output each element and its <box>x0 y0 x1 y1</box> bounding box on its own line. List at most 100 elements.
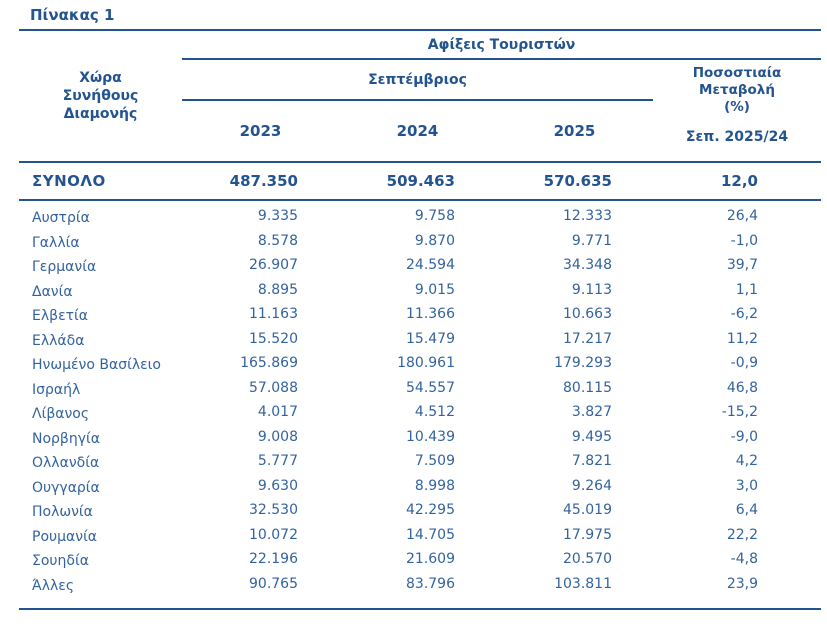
pct-value: 23,9 <box>726 575 758 592</box>
table-header-right: Αφίξεις Τουριστών Σεπτέμβριος 2023 2024 … <box>182 31 821 161</box>
value-2025: 3.827 <box>571 404 612 420</box>
total-value-2023: 487.350 <box>229 172 298 190</box>
pct-value: -9,0 <box>730 428 758 445</box>
pct-value: -0,9 <box>730 355 758 371</box>
tourist-arrivals-table: Χώρα Συνήθους Διαμονής Αφίξεις Τουριστών… <box>19 31 821 610</box>
value-2025: 9.113 <box>571 281 612 298</box>
country-name: Γερμανία <box>32 259 97 275</box>
country-name: Ελβετία <box>32 308 89 324</box>
country-name: Γαλλία <box>32 234 80 251</box>
table-row: Ελλάδα 15.520 15.479 17.217 11,2 <box>19 327 821 352</box>
pct-value: -6,2 <box>730 306 758 322</box>
value-2025: 9.771 <box>571 232 612 249</box>
table-row: Ελβετία 11.163 11.366 10.663 -6,2 <box>19 302 821 327</box>
table-title: Πίνακας 1 <box>30 6 115 24</box>
value-2024: 42.295 <box>406 502 455 518</box>
pct-value: 1,1 <box>735 281 758 298</box>
value-2025: 17.975 <box>563 526 612 543</box>
value-2024: 9.758 <box>414 208 455 224</box>
value-2024: 11.366 <box>406 306 455 322</box>
value-2025: 17.217 <box>563 330 612 347</box>
value-2025: 9.264 <box>571 477 612 494</box>
table-row: Σουηδία 22.196 21.609 20.570 -4,8 <box>19 547 821 572</box>
table-row: Δανία 8.895 9.015 9.113 1,1 <box>19 278 821 303</box>
pct-value: -4,8 <box>730 551 758 567</box>
pct-value: 3,0 <box>735 477 758 494</box>
country-name: Ουγγαρία <box>32 479 100 496</box>
value-2023: 5.777 <box>257 453 298 469</box>
country-name: Ρουμανία <box>32 528 98 545</box>
table-header: Χώρα Συνήθους Διαμονής Αφίξεις Τουριστών… <box>19 31 821 161</box>
table-body: Αυστρία 9.335 9.758 12.333 26,4 Γαλλία 8… <box>19 201 821 596</box>
value-2025: 45.019 <box>563 502 612 518</box>
value-2023: 32.530 <box>249 502 298 518</box>
total-row: ΣΥΝΟΛΟ 487.350 509.463 570.635 12,0 <box>19 161 821 201</box>
total-label: ΣΥΝΟΛΟ <box>32 172 106 190</box>
pct-value: 4,2 <box>735 453 758 469</box>
title-rule <box>19 29 821 31</box>
country-name: Ελλάδα <box>32 332 85 349</box>
value-2023: 26.907 <box>249 257 298 273</box>
column-header-2024: 2024 <box>396 122 439 140</box>
pct-value: 11,2 <box>726 330 758 347</box>
year-headers: 2023 2024 2025 <box>182 101 653 161</box>
value-2024: 180.961 <box>397 355 455 371</box>
column-header-2025: 2025 <box>553 122 596 140</box>
total-value-2025: 570.635 <box>543 172 612 190</box>
country-name: Δανία <box>32 283 73 300</box>
value-2025: 103.811 <box>554 575 612 592</box>
table-row: Ολλανδία 5.777 7.509 7.821 4,2 <box>19 449 821 474</box>
value-2025: 9.495 <box>571 428 612 445</box>
pct-value: 22,2 <box>726 526 758 543</box>
table-row: Ουγγαρία 9.630 8.998 9.264 3,0 <box>19 474 821 499</box>
value-2024: 9.870 <box>414 232 455 249</box>
table-row: Ισραήλ 57.088 54.557 80.115 46,8 <box>19 376 821 401</box>
total-value-2024: 509.463 <box>386 172 455 190</box>
month-block: Σεπτέμβριος 2023 2024 2025 <box>182 60 653 161</box>
value-2023: 15.520 <box>249 330 298 347</box>
value-2024: 54.557 <box>406 379 455 396</box>
value-2025: 7.821 <box>571 453 612 469</box>
value-2024: 24.594 <box>406 257 455 273</box>
column-header-2023: 2023 <box>239 122 282 140</box>
table-row: Αυστρία 9.335 9.758 12.333 26,4 <box>19 204 821 229</box>
value-2023: 9.008 <box>257 428 298 445</box>
value-2024: 10.439 <box>406 428 455 445</box>
table-row: Γαλλία 8.578 9.870 9.771 -1,0 <box>19 229 821 254</box>
table-row: Γερμανία 26.907 24.594 34.348 39,7 <box>19 253 821 278</box>
pct-value: 46,8 <box>726 379 758 396</box>
pct-change-header: Ποσοστιαία Μεταβολή (%) <box>692 65 782 115</box>
value-2024: 4.512 <box>414 404 455 420</box>
value-2024: 8.998 <box>414 477 455 494</box>
country-name: Σουηδία <box>32 553 89 569</box>
pct-value: -15,2 <box>721 404 758 420</box>
country-name: Νορβηγία <box>32 430 100 447</box>
pct-value: 39,7 <box>726 257 758 273</box>
value-2025: 80.115 <box>563 379 612 396</box>
value-2024: 21.609 <box>406 551 455 567</box>
table-row: Λίβανος 4.017 4.512 3.827 -15,2 <box>19 400 821 425</box>
value-2025: 10.663 <box>563 306 612 322</box>
table-row: Ρουμανία 10.072 14.705 17.975 22,2 <box>19 523 821 548</box>
pct-value: 26,4 <box>726 208 758 224</box>
value-2023: 8.895 <box>257 281 298 298</box>
bottom-rule <box>19 608 821 610</box>
value-2023: 11.163 <box>249 306 298 322</box>
country-name: Ολλανδία <box>32 455 100 471</box>
table-row: Νορβηγία 9.008 10.439 9.495 -9,0 <box>19 425 821 450</box>
value-2023: 165.869 <box>240 355 298 371</box>
value-2023: 9.630 <box>257 477 298 494</box>
value-2023: 57.088 <box>249 379 298 396</box>
pct-value: 6,4 <box>735 502 758 518</box>
value-2023: 90.765 <box>249 575 298 592</box>
value-2024: 7.509 <box>414 453 455 469</box>
value-2024: 14.705 <box>406 526 455 543</box>
pct-change-block: Ποσοστιαία Μεταβολή (%) Σεπ. 2025/24 <box>653 60 821 161</box>
value-2023: 9.335 <box>257 208 298 224</box>
value-2025: 179.293 <box>554 355 612 371</box>
table-row: Άλλες 90.765 83.796 103.811 23,9 <box>19 572 821 597</box>
column-header-country: Χώρα Συνήθους Διαμονής <box>62 70 139 122</box>
value-2024: 83.796 <box>406 575 455 592</box>
month-header: Σεπτέμβριος <box>182 60 653 101</box>
value-2025: 34.348 <box>563 257 612 273</box>
